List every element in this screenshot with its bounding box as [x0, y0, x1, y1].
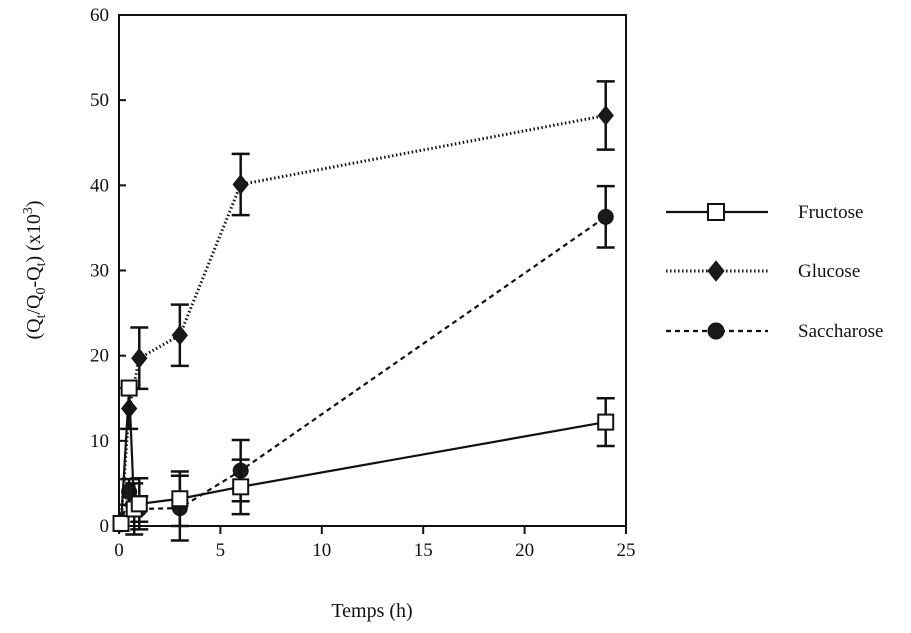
legend-item-fructose: Fructose: [666, 202, 863, 223]
y-tick-label: 10: [90, 431, 109, 452]
plot-frame: [118, 14, 627, 527]
data-point: [131, 348, 148, 369]
series-line: [119, 387, 606, 524]
y-axis-title-part: t: [34, 262, 49, 266]
x-tick-label: 20: [515, 540, 534, 561]
legend: Fructose Glucose Saccharose: [666, 202, 883, 342]
legend-item-saccharose: Saccharose: [666, 321, 883, 342]
y-axis-title-part: /Q: [23, 294, 45, 315]
x-tick-label: 25: [617, 540, 636, 561]
y-tick-label: 30: [90, 261, 109, 282]
y-axis-title: (Qt/Q0-Qt) (x103): [21, 201, 49, 340]
y-tick-label: 0: [100, 516, 110, 537]
legend-label: Fructose: [798, 202, 863, 223]
legend-marker: [707, 260, 725, 282]
x-tick-label: 15: [414, 540, 433, 561]
data-point: [171, 325, 188, 346]
legend-marker: [707, 203, 725, 221]
y-axis-title-part: -Q: [23, 266, 45, 288]
data-point: [171, 490, 189, 508]
x-tick-label: 10: [312, 540, 331, 561]
data-point: [120, 379, 138, 397]
y-axis-title-part: t: [34, 314, 49, 318]
data-point: [597, 105, 614, 126]
legend-label: Saccharose: [798, 321, 883, 342]
series-saccharose: [113, 184, 615, 542]
series-line: [119, 114, 606, 522]
legend-item-glucose: Glucose: [666, 260, 860, 282]
y-axis-title-part: (Q: [23, 318, 45, 340]
data-point: [597, 413, 615, 431]
legend-marker: [707, 322, 725, 340]
x-axis-title: Temps (h): [331, 600, 412, 622]
series-glucose: [112, 80, 615, 532]
series-fructose: [112, 379, 615, 536]
data-point: [130, 495, 148, 513]
y-tick-label: 60: [90, 5, 109, 26]
series-line: [119, 215, 607, 525]
y-axis-ticks: 0 10 20 30 40 50 60: [90, 5, 126, 537]
data-point: [232, 174, 249, 195]
y-tick-label: 50: [90, 90, 109, 111]
data-point: [597, 208, 614, 225]
x-tick-label: 5: [216, 540, 226, 561]
y-tick-label: 40: [90, 175, 109, 196]
data-point: [232, 478, 250, 496]
data-point: [112, 514, 130, 532]
y-axis-title-part: ): [23, 201, 45, 208]
x-axis-ticks: 0 5 10 15 20 25: [114, 526, 636, 561]
y-axis-title-part: 3: [21, 207, 36, 214]
legend-label: Glucose: [798, 261, 860, 282]
y-axis-title-part: 0: [34, 288, 49, 295]
y-axis-title-part: ) (x10: [23, 214, 45, 262]
series-layer: [112, 80, 615, 542]
y-tick-label: 20: [90, 346, 109, 367]
x-tick-label: 0: [114, 540, 124, 561]
